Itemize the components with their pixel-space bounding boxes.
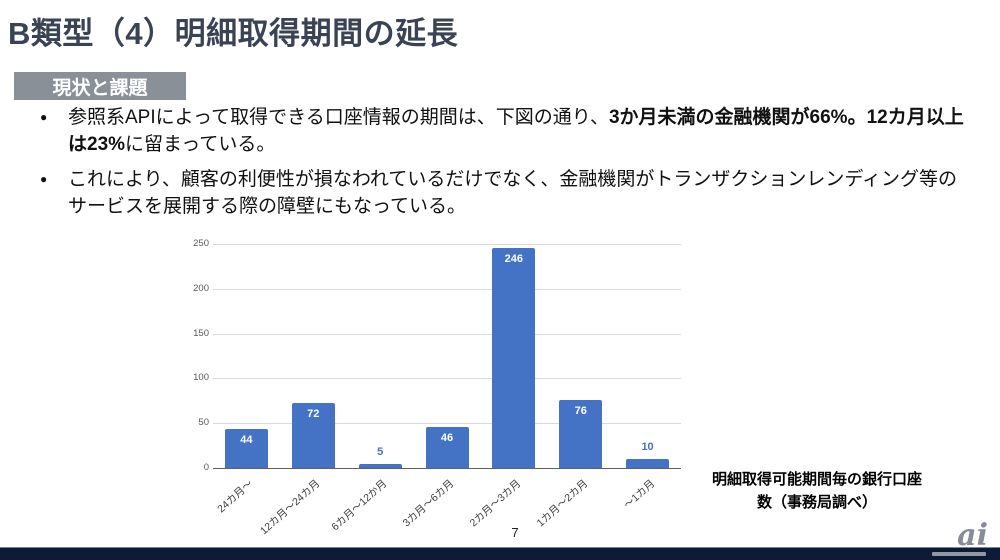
bar-chart: 0 50 100 150 200 250 44 24カ月～ 72 12カ月～24カ月 5 6カ月～12… xyxy=(183,230,695,548)
bullet-1-segment-bold: 3か月未満の金融機関が66%。12カ月以上は23% xyxy=(68,107,964,155)
section-badge: 現状と課題 xyxy=(14,72,186,100)
chart-caption-line-1: 明細取得可能期間毎の銀行口座 xyxy=(711,471,922,488)
y-axis-tick-100: 100 xyxy=(193,372,209,384)
footer-bar xyxy=(0,547,1000,560)
bar-～1カ月 xyxy=(626,459,670,468)
y-axis-tick-200: 200 xyxy=(193,282,209,294)
bullet-1-segment-normal: 参照系APIによって取得できる口座情報の期間は、下図の通り、 xyxy=(68,107,609,128)
bullet-marker: ● xyxy=(40,172,48,186)
bullet-text-1: 参照系APIによって取得できる口座情報の期間は、下図の通り、3か月未満の金融機関… xyxy=(68,104,968,158)
y-axis-tick-250: 250 xyxy=(193,238,209,249)
gridline-200 xyxy=(213,288,681,290)
gridline-100 xyxy=(213,378,681,380)
y-axis-tick-50: 50 xyxy=(198,417,209,429)
logo-subtext-bar xyxy=(932,552,986,556)
ai-logo: ai xyxy=(957,518,988,553)
chart-caption: 明細取得可能期間毎の銀行口座 数（事務局調べ） xyxy=(697,468,937,514)
gridline-250 xyxy=(213,244,681,245)
bar-3カ月～6カ月 xyxy=(425,426,469,468)
bar-1カ月～2カ月 xyxy=(559,399,603,468)
gridline-150 xyxy=(213,333,681,335)
bullet-marker: ● xyxy=(40,110,48,124)
bar-value-label: 5 xyxy=(377,445,384,458)
bar-value-label: 246 xyxy=(504,252,524,265)
bullet-list: ● 参照系APIによって取得できる口座情報の期間は、下図の通り、3か月未満の金融… xyxy=(38,104,968,228)
bar-6カ月～12か月 xyxy=(358,463,402,468)
bar-value-label: 76 xyxy=(574,404,587,417)
bullet-item-2: ● これにより、顧客の利便性が損なわれているだけでなく、金融機関がトランザクショ… xyxy=(38,166,968,220)
page-title: B類型（4）明細取得期間の延長 xyxy=(8,16,459,51)
bar-2カ月～3カ月 xyxy=(492,247,536,468)
bar-24カ月～ xyxy=(224,428,268,468)
y-axis-tick-150: 150 xyxy=(193,327,209,339)
bar-12カ月～24カ月 xyxy=(291,403,335,468)
bar-chart-plot-area: 0 50 100 150 200 250 44 24カ月～ 72 12カ月～24カ月 5 6カ月～12… xyxy=(183,230,695,548)
gridline-0 xyxy=(213,468,681,469)
gridline-50 xyxy=(213,423,681,425)
bullet-1-segment-normal-2: に留まっている。 xyxy=(125,134,276,155)
bar-value-label: 10 xyxy=(641,441,654,454)
bar-value-label: 46 xyxy=(440,431,454,444)
bullet-item-1: ● 参照系APIによって取得できる口座情報の期間は、下図の通り、3か月未満の金融… xyxy=(38,104,968,158)
chart-caption-line-2: 数（事務局調べ） xyxy=(756,494,877,511)
bar-value-label: 72 xyxy=(307,408,320,421)
bullet-text-2: これにより、顧客の利便性が損なわれているだけでなく、金融機関がトランザクションレ… xyxy=(68,169,958,217)
page-number: 7 xyxy=(511,525,519,540)
bar-value-label: 44 xyxy=(240,433,253,446)
y-axis-tick-0: 0 xyxy=(203,462,209,473)
